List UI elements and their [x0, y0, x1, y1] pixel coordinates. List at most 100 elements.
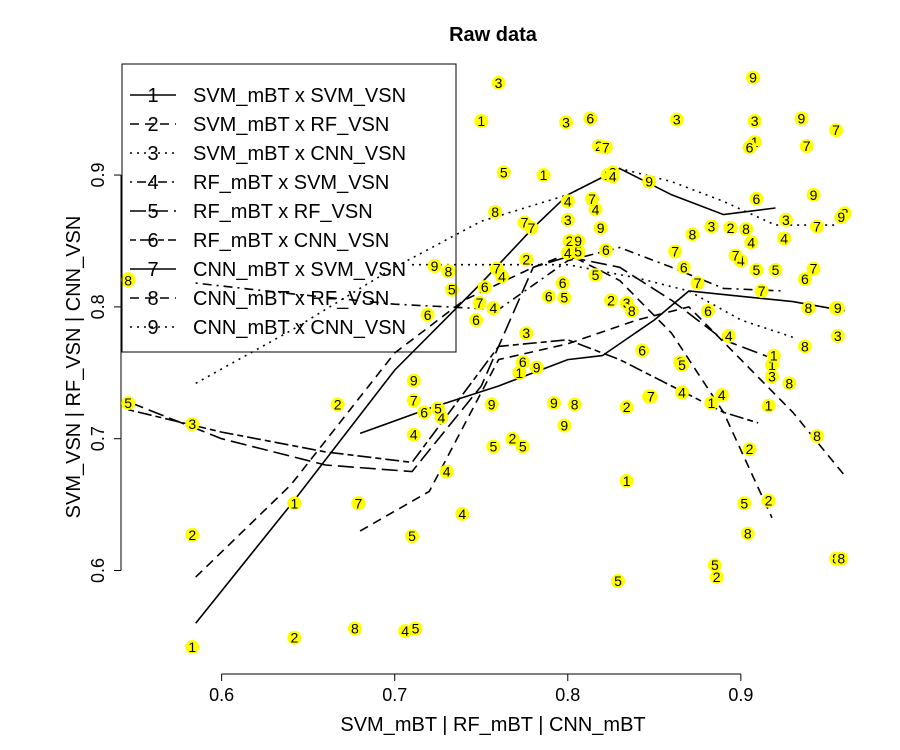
- point-label: 7: [493, 261, 501, 277]
- smoothed-curves: [127, 167, 846, 624]
- point-label: 8: [804, 300, 812, 316]
- point-marker: [778, 212, 793, 227]
- point-marker: [834, 210, 849, 225]
- point-marker: [797, 272, 812, 287]
- data-point-9: 9: [406, 373, 421, 389]
- point-label: 6: [481, 279, 489, 295]
- point-marker: [441, 264, 456, 279]
- point-label: 1: [751, 134, 759, 150]
- point-label: 9: [574, 233, 582, 249]
- data-point-5: 5: [737, 495, 752, 511]
- data-point-5: 5: [444, 282, 459, 298]
- point-label: 5: [519, 439, 527, 455]
- legend-label: SVM_mBT x RF_VSN: [193, 114, 389, 136]
- data-point-1: 1: [619, 473, 634, 489]
- data-point-2: 2: [185, 527, 200, 543]
- data-point-9: 9: [642, 174, 657, 190]
- point-label: 9: [749, 70, 757, 86]
- data-point-3: 3: [747, 113, 762, 129]
- point-label: 6: [586, 110, 594, 126]
- point-marker: [765, 369, 780, 384]
- point-marker: [519, 252, 534, 267]
- point-label: 7: [528, 220, 536, 236]
- legend-item-7: 7 CNN_mBT x SVM_VSN: [130, 259, 406, 281]
- data-point-8: 8: [739, 221, 754, 237]
- point-marker: [721, 328, 736, 343]
- point-label: 3: [564, 212, 572, 228]
- data-point-9: 9: [593, 220, 608, 236]
- point-marker: [469, 313, 484, 328]
- data-point-1: 1: [185, 639, 200, 655]
- point-label: 7: [521, 215, 529, 231]
- point-marker: [806, 261, 821, 276]
- point-marker: [185, 417, 200, 432]
- point-marker: [405, 529, 420, 544]
- y-tick-label: 0.7: [88, 426, 108, 451]
- data-point-9: 9: [427, 258, 442, 274]
- point-marker: [559, 115, 574, 130]
- point-marker: [739, 222, 754, 237]
- point-marker: [567, 397, 582, 412]
- point-label: 4: [737, 253, 745, 269]
- point-label: 7: [671, 244, 679, 260]
- point-marker: [766, 348, 781, 363]
- x-tick-label: 0.8: [555, 685, 580, 705]
- point-label: 3: [522, 325, 530, 341]
- data-point-4: 4: [777, 230, 792, 246]
- point-label: 5: [574, 244, 582, 260]
- point-marker: [619, 400, 634, 415]
- data-point-2: 2: [505, 431, 520, 447]
- point-marker: [714, 388, 729, 403]
- point-marker: [707, 558, 722, 573]
- point-label: 6: [801, 271, 809, 287]
- data-point-7: 7: [829, 122, 844, 138]
- point-marker: [455, 506, 470, 521]
- point-label: 5: [560, 290, 568, 306]
- point-marker: [488, 204, 503, 219]
- point-marker: [444, 282, 459, 297]
- point-label: 7: [732, 247, 740, 263]
- point-marker: [668, 244, 683, 259]
- point-label: 4: [592, 201, 600, 217]
- legend-label: RF_mBT x CNN_VSN: [193, 230, 389, 252]
- series-curve-5: [127, 255, 776, 473]
- point-label: 8: [688, 226, 696, 242]
- data-point-9: 9: [745, 70, 760, 86]
- point-label: 6: [704, 303, 712, 319]
- point-label: 5: [711, 557, 719, 573]
- y-axis: 0.6 0.7 0.8 0.9: [88, 163, 122, 583]
- legend-item-6: 6 RF_mBT x CNN_VSN: [130, 230, 389, 252]
- point-label: 7: [810, 261, 818, 277]
- data-point-6: 6: [676, 259, 691, 275]
- data-point-1: 1: [536, 167, 551, 183]
- data-point-4: 4: [714, 387, 729, 403]
- data-point-4: 4: [721, 328, 736, 344]
- point-label: 3: [768, 369, 776, 385]
- legend-label: CNN_mBT x CNN_VSN: [193, 317, 406, 339]
- point-label: 6: [638, 342, 646, 358]
- data-point-9: 9: [806, 187, 821, 203]
- data-point-7: 7: [799, 138, 814, 154]
- point-label: 5: [740, 495, 748, 511]
- point-marker: [560, 194, 575, 209]
- point-marker: [588, 202, 603, 217]
- point-label: 2: [290, 630, 298, 646]
- point-marker: [496, 165, 511, 180]
- legend-item-2: 2 SVM_mBT x RF_VSN: [130, 114, 389, 136]
- point-label: 5: [678, 357, 686, 373]
- point-marker: [605, 169, 620, 184]
- point-marker: [557, 290, 572, 305]
- point-marker: [675, 385, 690, 400]
- point-label: 1: [768, 357, 776, 373]
- point-marker: [799, 139, 814, 154]
- data-point-9: 9: [484, 396, 499, 412]
- data-point-5: 5: [571, 244, 586, 260]
- point-marker: [287, 496, 302, 511]
- data-point-2: 2: [742, 441, 757, 457]
- point-marker: [515, 355, 530, 370]
- point-label: 7: [813, 218, 821, 234]
- data-point-9: 9: [557, 418, 572, 434]
- data-point-9: 9: [794, 110, 809, 126]
- point-label: 4: [564, 193, 572, 209]
- point-marker: [761, 493, 776, 508]
